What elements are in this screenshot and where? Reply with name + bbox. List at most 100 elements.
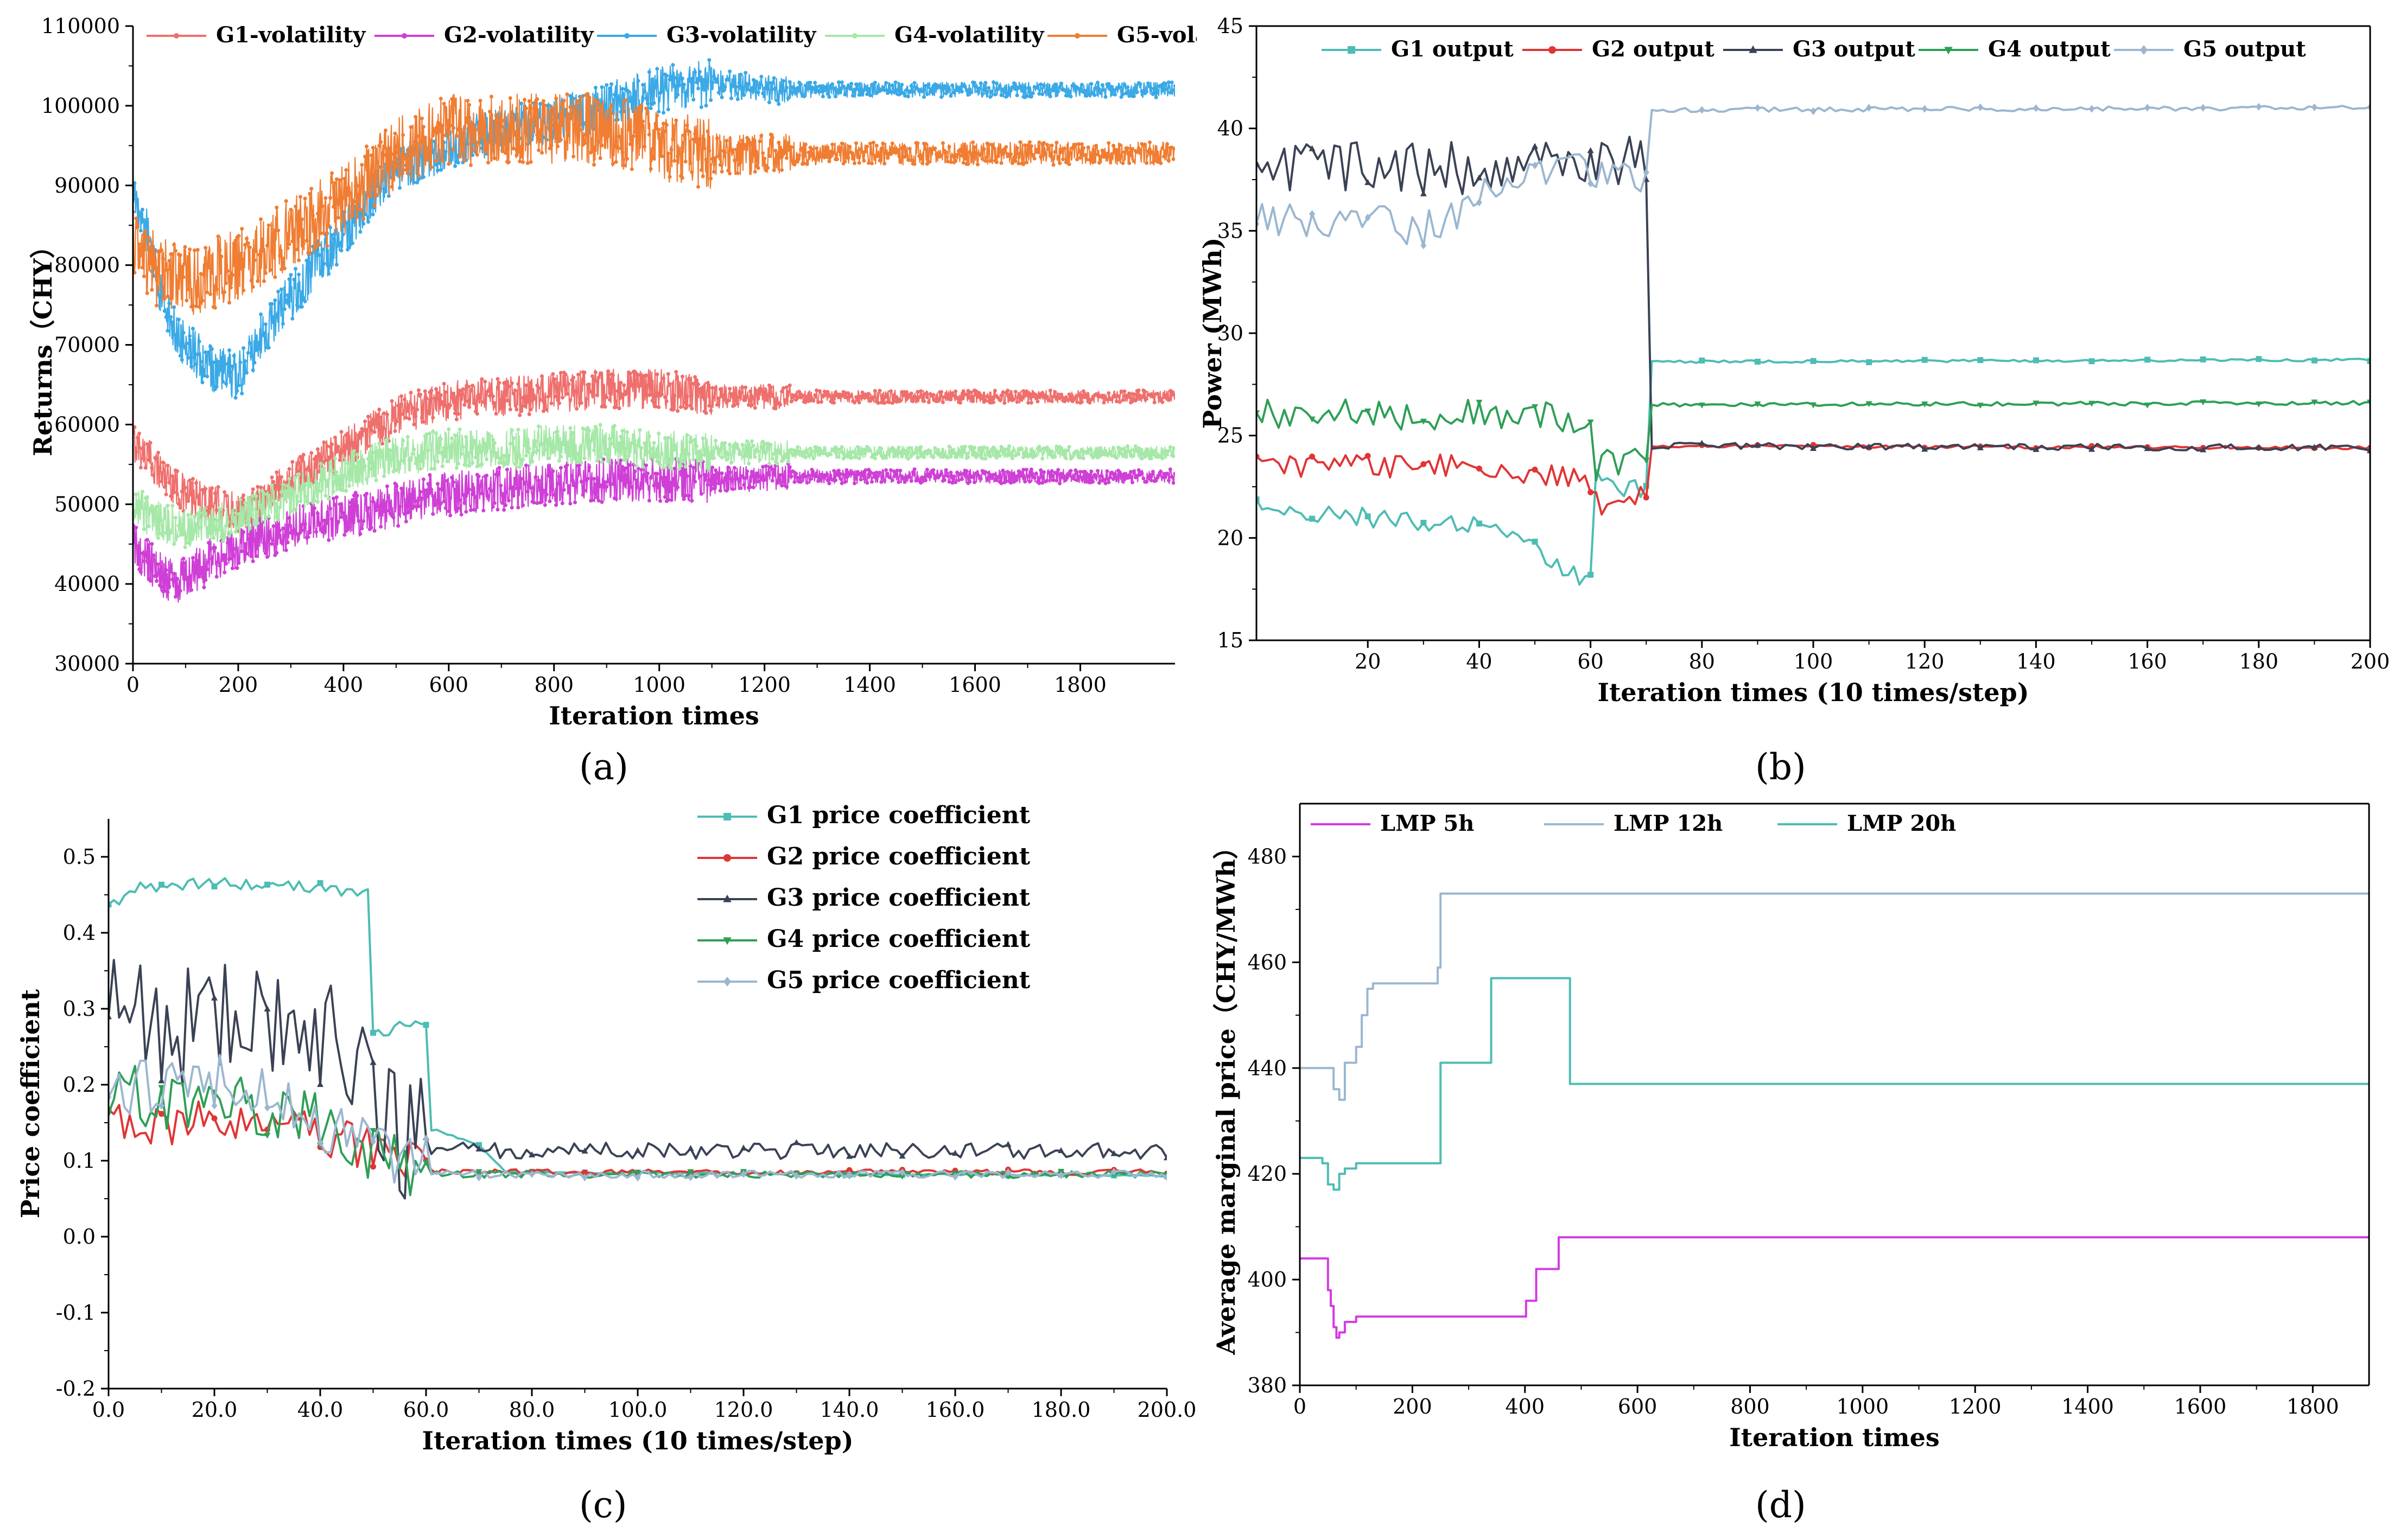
data-point	[374, 417, 378, 422]
data-point	[750, 439, 754, 443]
data-point	[1140, 395, 1144, 399]
data-point	[683, 160, 688, 164]
data-point	[141, 447, 144, 451]
data-point	[960, 154, 964, 158]
data-point	[834, 478, 837, 482]
data-point	[287, 516, 291, 520]
data-point	[884, 468, 888, 472]
data-point	[1165, 87, 1169, 91]
data-point	[497, 380, 501, 385]
data-point	[369, 428, 373, 432]
data-point	[606, 120, 611, 124]
data-point	[264, 1132, 271, 1139]
data-point	[893, 396, 898, 400]
data-point	[721, 479, 726, 483]
data-point	[745, 439, 750, 443]
data-point	[330, 233, 334, 237]
data-point	[664, 123, 669, 127]
data-point	[633, 450, 637, 454]
data-point	[747, 403, 751, 407]
data-point	[571, 431, 576, 435]
data-point	[262, 541, 266, 545]
data-point	[849, 150, 854, 155]
data-point	[385, 412, 389, 417]
data-point	[1020, 88, 1024, 93]
data-point	[541, 409, 545, 413]
legend-marker	[1749, 45, 1757, 53]
data-point	[204, 578, 208, 582]
data-point	[718, 387, 722, 391]
data-point	[1026, 143, 1030, 147]
data-point	[731, 150, 735, 155]
data-point	[1012, 448, 1016, 453]
data-point	[922, 475, 926, 480]
y-axis-label: Returns（CHY）	[28, 233, 58, 456]
data-point	[1098, 91, 1103, 95]
data-point	[577, 128, 582, 132]
data-point	[529, 486, 533, 490]
data-point	[854, 477, 858, 481]
data-point	[1107, 141, 1111, 145]
data-point	[330, 517, 334, 521]
data-point	[492, 441, 497, 445]
data-point	[992, 80, 995, 84]
data-point	[133, 512, 137, 516]
data-point	[801, 393, 804, 398]
data-point	[855, 149, 860, 154]
data-point	[799, 450, 803, 454]
data-point	[1004, 145, 1008, 149]
data-point	[1135, 90, 1139, 94]
data-point	[370, 1059, 377, 1065]
data-point	[899, 1168, 905, 1176]
data-point	[766, 87, 770, 91]
data-point	[605, 452, 609, 456]
data-point	[336, 520, 340, 524]
data-point	[510, 428, 514, 432]
data-point	[511, 147, 516, 151]
data-point	[1810, 107, 1817, 116]
data-point	[216, 234, 220, 239]
data-point	[535, 97, 539, 101]
data-point	[1046, 147, 1051, 151]
data-point	[1065, 93, 1070, 98]
x-tick-label: 1800	[1054, 673, 1107, 697]
y-tick-label: 30000	[54, 652, 120, 676]
series-markers-3	[133, 58, 1175, 400]
data-point	[859, 93, 863, 97]
data-point	[1138, 82, 1142, 86]
data-point	[134, 450, 138, 454]
data-point	[835, 88, 839, 92]
data-point	[2033, 357, 2039, 364]
data-point	[148, 441, 153, 445]
data-point	[1088, 448, 1092, 452]
data-point	[336, 444, 340, 449]
data-point	[942, 84, 947, 88]
data-point	[233, 238, 238, 243]
data-point	[672, 467, 677, 470]
data-point	[916, 390, 920, 394]
data-point	[593, 370, 598, 374]
data-point	[338, 178, 342, 182]
data-point	[865, 481, 869, 485]
data-point	[836, 468, 841, 473]
data-point	[391, 406, 396, 410]
data-point	[660, 452, 664, 456]
data-point	[367, 194, 372, 199]
data-point	[630, 383, 634, 387]
data-point	[1173, 394, 1175, 398]
data-point	[720, 169, 724, 174]
data-point	[955, 396, 959, 400]
data-point	[2311, 399, 2318, 406]
data-point	[295, 247, 299, 252]
data-point	[469, 163, 473, 167]
data-point	[1048, 154, 1052, 158]
data-point	[587, 382, 592, 386]
data-point	[971, 399, 975, 403]
data-point	[436, 482, 440, 486]
data-point	[1078, 455, 1082, 460]
data-point	[443, 506, 448, 510]
data-point	[881, 141, 885, 145]
data-point	[252, 523, 257, 527]
data-point	[366, 506, 370, 510]
data-point	[1309, 210, 1316, 218]
